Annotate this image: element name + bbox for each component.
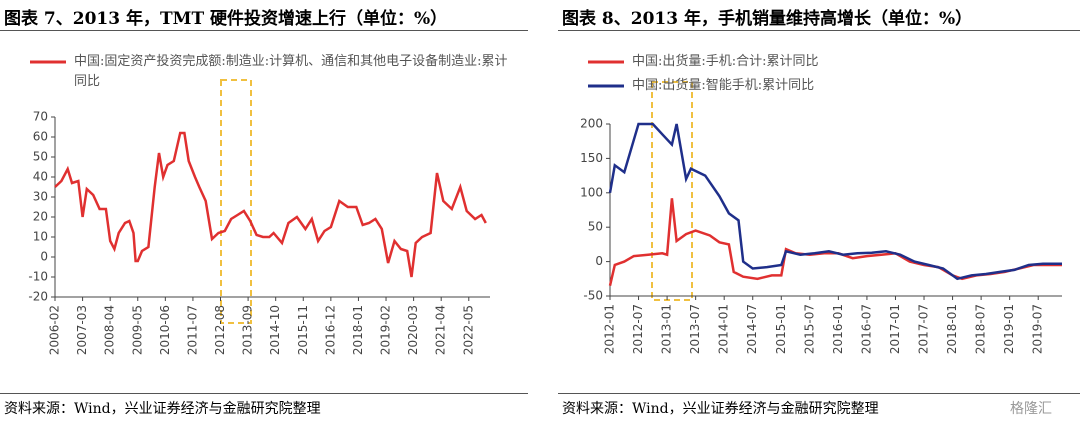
x-tick-label: 2012-08 [213,305,227,355]
x-tick-label: 2014-10 [268,305,282,355]
x-tick-label: 2013-09 [241,305,255,355]
x-tick-label: 2011-07 [185,305,199,355]
x-tick-label: 2017-07 [917,304,931,354]
x-tick-label: 2019-02 [379,305,393,355]
highlight-box [651,81,693,301]
source-rule [0,393,528,394]
x-tick-label: 2016-01 [831,304,845,354]
x-tick-label: 2013-07 [688,304,702,354]
y-tick-label: 0 [595,254,603,268]
x-tick-label: 2008-04 [103,305,117,355]
x-tick-label: 2009-05 [130,305,144,355]
x-tick-label: 2018-07 [974,304,988,354]
x-tick-label: 2019-07 [1031,304,1045,354]
x-tick-label: 2007-03 [75,305,89,355]
x-tick-label: 2014-01 [717,304,731,354]
legend-label: 中国:出货量:手机:合计:累计同比 [632,54,819,69]
series-line [54,131,487,278]
y-tick-label: 20 [33,210,48,224]
y-tick-label: 150 [580,151,603,165]
x-tick-label: 2015-01 [774,304,788,354]
y-tick-label: 100 [580,185,603,199]
x-tick-label: 2021-04 [434,305,448,355]
y-tick-label: -50 [583,289,603,303]
chart-title: 图表 7、2013 年，TMT 硬件投资增速上行（单位：%） [4,9,448,29]
y-tick-label: 40 [33,170,48,184]
y-tick-label: 50 [588,220,603,234]
y-tick-label: -20 [28,290,48,304]
series-line [608,122,1062,281]
x-tick-label: 2017-01 [888,304,902,354]
source: 资料来源：Wind，兴业证券经济与金融研究院整理 [562,401,879,417]
x-tick-label: 2015-07 [802,304,816,354]
y-tick-label: 60 [33,130,48,144]
y-tick-label: 200 [580,117,603,131]
x-tick-label: 2015-11 [296,305,310,355]
x-tick-label: 2016-12 [323,305,337,355]
y-tick-label: 50 [33,150,48,164]
title-rule [558,30,1080,31]
x-tick-label: 2012-07 [631,304,645,354]
legend-label: 中国:固定资产投资完成额:制造业:计算机、通信和其他电子设备制造业:累计同比 [74,54,508,89]
x-tick-label: 2012-01 [603,304,617,354]
legend-label: 中国:出货量:智能手机:累计同比 [632,78,815,93]
x-tick-label: 2020-03 [406,305,420,355]
x-tick-label: 2010-06 [158,305,172,355]
x-tick-label: 2006-02 [48,305,62,355]
chart-title: 图表 8、2013 年，手机销量维持高增长（单位：%） [562,9,973,29]
x-tick-label: 2016-07 [859,304,873,354]
highlight-box [220,79,252,324]
x-tick-label: 2014-07 [745,304,759,354]
x-tick-label: 2022-05 [461,305,475,355]
y-tick-label: 70 [33,110,48,124]
watermark: 格隆汇 [1010,401,1052,417]
y-tick-label: 0 [40,250,48,264]
y-tick-label: -10 [28,270,48,284]
x-tick-label: 2013-01 [660,304,674,354]
source: 资料来源：Wind，兴业证券经济与金融研究院整理 [4,401,321,417]
y-tick-label: 10 [33,230,48,244]
x-tick-label: 2018-01 [945,304,959,354]
x-tick-label: 2019-01 [1002,304,1016,354]
title-rule [0,30,528,31]
source-rule [558,393,1080,394]
y-tick-label: 30 [33,190,48,204]
x-tick-label: 2018-01 [351,305,365,355]
